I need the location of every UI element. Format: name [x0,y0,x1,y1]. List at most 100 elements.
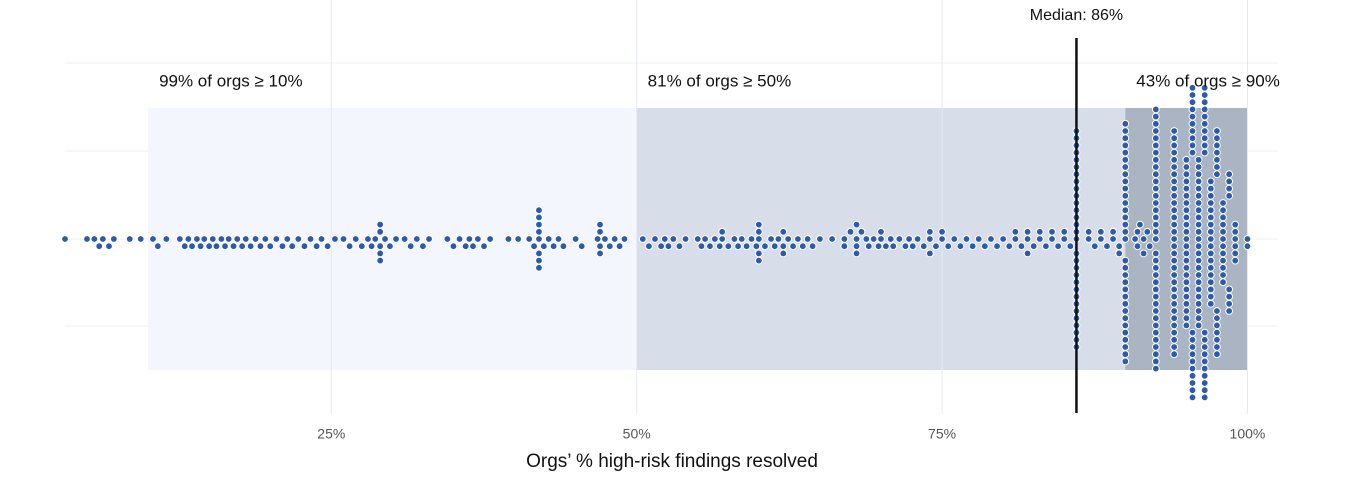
dot [1151,155,1160,164]
dot [1145,242,1154,251]
dot [1213,148,1221,157]
dot [1182,177,1191,186]
dot [1121,357,1130,366]
dot [1115,249,1124,258]
dot [1151,112,1160,121]
x-axis-title: Orgs’ % high-risk findings resolved [526,451,818,472]
dot [1121,227,1130,236]
dot [1219,206,1227,215]
dot [1194,292,1203,301]
x-tick-label: 50% [623,426,651,442]
band-label: 99% of orgs ≥ 10% [159,71,303,90]
dot [1151,141,1160,150]
dot [1206,292,1215,301]
dot [339,235,348,243]
dot [1188,364,1197,373]
dot [571,235,580,243]
dot [1188,141,1197,150]
dot [840,235,849,243]
dot [1109,227,1117,236]
dot [1121,256,1130,265]
dot [1121,321,1130,330]
dot [1133,242,1142,251]
dot [1017,242,1026,251]
dot [306,235,315,243]
dot [473,235,482,243]
dot [808,242,817,251]
dot [1121,314,1130,323]
dot [1194,235,1203,243]
dot [376,256,385,265]
dot [956,242,965,251]
dot [664,242,673,251]
dot [1170,148,1179,157]
dot [1206,177,1215,186]
dot [968,242,977,251]
dot [1219,213,1227,222]
dot [1219,256,1227,265]
dot [1151,343,1160,351]
dot [1188,127,1197,135]
dot [1225,307,1234,315]
dot [1121,350,1130,359]
dot [109,235,118,243]
dot [1194,271,1203,279]
dot [1213,321,1221,330]
dot [1182,227,1191,236]
dot [1188,343,1197,351]
dot [1231,256,1240,265]
dot [1151,184,1160,193]
dot [1139,249,1148,258]
dot [1121,292,1130,301]
dot [944,242,953,251]
dot [1170,314,1179,323]
dot [300,242,309,251]
dot [1206,206,1215,215]
dot [784,235,793,243]
dot [1121,148,1130,157]
dot [1188,98,1197,107]
dot [1225,285,1234,294]
dot [610,235,619,243]
dot [1133,227,1142,236]
dot [1231,242,1240,251]
dot [1151,314,1160,323]
dot [1121,170,1130,179]
dot [317,235,326,243]
dot [1170,199,1179,207]
dot [1200,141,1209,150]
dot [1200,134,1209,143]
dot [246,242,255,251]
dot [596,227,604,236]
dot [549,242,558,251]
dot [1151,285,1160,294]
dot [864,242,873,251]
dot [701,235,709,243]
dot [504,235,513,243]
dot [1023,235,1032,243]
dot [1206,235,1215,243]
dot [90,235,99,243]
dot [1084,235,1093,243]
dot [392,235,400,243]
dot [136,235,145,243]
dot [754,220,763,229]
dot [1121,177,1130,186]
dot [1194,206,1203,215]
dot [525,235,534,243]
dot [852,242,861,251]
dot [596,249,604,258]
dot [1060,235,1069,243]
dot [681,235,690,243]
dot [1151,299,1160,308]
dot [798,242,807,251]
dot [1200,83,1209,92]
dot [1131,235,1139,243]
dot [376,242,385,251]
dot [1213,141,1221,150]
dot [1151,199,1160,207]
dot [1182,314,1191,323]
dot [1170,307,1179,315]
dot [1182,163,1191,171]
